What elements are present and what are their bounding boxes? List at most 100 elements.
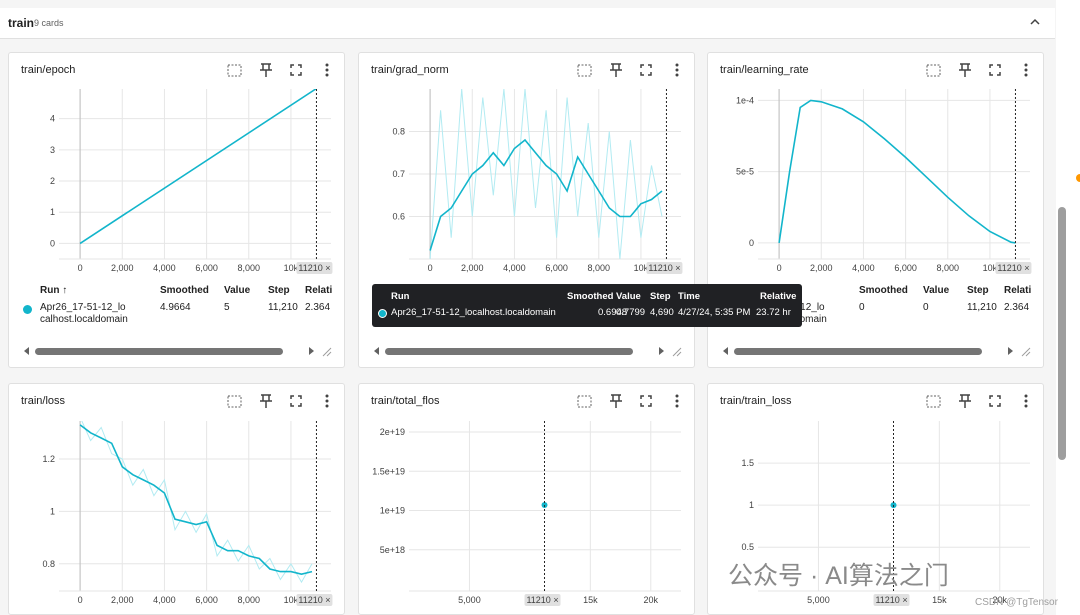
fullscreen-icon[interactable] [989, 395, 1001, 407]
fullscreen-icon[interactable] [290, 395, 302, 407]
tooltip-cell: 4/27/24, 5:35 PM [678, 307, 751, 318]
card-title: train/train_loss [720, 395, 792, 407]
scroll-right[interactable] [309, 347, 314, 355]
menu-dot[interactable] [675, 394, 679, 398]
card-count: 9 cards [34, 18, 64, 28]
card-toolbar[interactable] [227, 63, 329, 78]
pin-icon[interactable] [260, 63, 272, 77]
tooltip-cell: 0.7799 [616, 307, 646, 318]
menu-dot[interactable] [675, 73, 679, 77]
step-label: 11210 × [526, 595, 558, 605]
fit-domain-icon[interactable] [577, 395, 592, 408]
tooltip-header: Smoothed [567, 291, 614, 302]
chart-card: 5,000 15k 20k 0.5 1 1.5 11210 × train/train_los… [707, 383, 1044, 615]
pin-icon[interactable] [959, 394, 971, 408]
h-scroll-thumb[interactable] [385, 348, 633, 355]
scroll-left[interactable] [24, 347, 29, 355]
scroll-right[interactable] [1008, 347, 1013, 355]
tooltip-header: Relative [760, 291, 797, 302]
menu-dot[interactable] [1024, 68, 1028, 72]
card-canvas: 5,000 15k 20k 0.5 1 1.5 11210 × [741, 394, 1030, 606]
pin-icon[interactable] [260, 394, 272, 408]
y-tick-label: 1e-4 [736, 95, 754, 105]
resize-handle[interactable] [322, 347, 332, 357]
collapse-icon[interactable] [1029, 16, 1041, 28]
y-tick-label: 0 [749, 238, 754, 248]
step-label-bg [296, 594, 333, 606]
h-scroll-thumb[interactable] [35, 348, 283, 355]
fit-domain-icon[interactable] [926, 64, 941, 77]
card-canvas: 5,000 15k 20k 5e+18 1e+19 1.5e+19 2e+19 11210 × [372, 394, 681, 606]
chart-card: 5,000 15k 20k 5e+18 1e+19 1.5e+19 2e+19 11210 ×… [358, 383, 695, 615]
resize-handle[interactable] [1021, 347, 1031, 357]
table-cell: 11,210 [967, 302, 997, 313]
fullscreen-icon[interactable] [989, 64, 1001, 76]
y-tick-label: 5e+18 [380, 545, 405, 555]
step-label-bg [646, 262, 683, 274]
fit-domain-icon[interactable] [227, 64, 242, 77]
fit-domain-icon[interactable] [227, 395, 242, 408]
step-label: 11210 × [648, 263, 680, 273]
series-line [429, 89, 663, 259]
pin-icon[interactable] [610, 394, 622, 408]
card-toolbar[interactable] [577, 63, 679, 78]
menu-dot[interactable] [325, 399, 329, 403]
menu-dot[interactable] [675, 404, 679, 408]
menu-dot[interactable] [675, 399, 679, 403]
table-header: Relati [305, 285, 333, 296]
menu-dot[interactable] [1024, 404, 1028, 408]
fullscreen-icon[interactable] [640, 395, 652, 407]
menu-dot[interactable] [1024, 399, 1028, 403]
card-title: train/grad_norm [371, 64, 449, 76]
menu-dot[interactable] [675, 68, 679, 72]
step-label: 11210 × [298, 595, 330, 605]
fit-domain-icon[interactable] [926, 395, 941, 408]
x-tick-label: 20k [644, 595, 659, 605]
y-tick-label: 1e+19 [380, 506, 405, 516]
scroll-left[interactable] [723, 347, 728, 355]
fullscreen-icon[interactable] [640, 64, 652, 76]
menu-dot[interactable] [325, 63, 329, 67]
card-title: train/epoch [21, 64, 76, 76]
x-tick-label: 5,000 [458, 595, 481, 605]
scroll-right[interactable] [659, 347, 664, 355]
table-cell: 5 [224, 302, 230, 313]
x-tick-label: 10k [634, 263, 649, 273]
menu-dot[interactable] [1024, 63, 1028, 67]
menu-dot[interactable] [325, 404, 329, 408]
x-tick-label: 4,000 [153, 263, 176, 273]
card-canvas: 0 2,000 4,000 6,000 8,000 10k 0 5e-5 1e-4 11210 × [723, 63, 1032, 357]
card-toolbar[interactable] [227, 394, 329, 409]
pin-icon[interactable] [959, 63, 971, 77]
watermark-source: CSDN @TgTensor [975, 597, 1058, 608]
fullscreen-icon[interactable] [290, 64, 302, 76]
menu-dot[interactable] [1024, 73, 1028, 77]
card-title: train/loss [21, 395, 66, 407]
menu-dot[interactable] [325, 394, 329, 398]
menu-dot[interactable] [325, 68, 329, 72]
step-label: 11210 × [997, 263, 1029, 273]
scrollbar-thumb[interactable] [1058, 207, 1066, 460]
pin-icon[interactable] [610, 63, 622, 77]
tooltip-header: Time [678, 291, 701, 302]
y-tick-label: 0.6 [392, 212, 405, 222]
card-toolbar[interactable] [577, 394, 679, 409]
y-tick-label: 2 [50, 176, 55, 186]
card-toolbar[interactable] [926, 63, 1028, 78]
table-cell: 0 [923, 302, 929, 313]
y-tick-label: 1.5 [741, 458, 754, 468]
scroll-left[interactable] [374, 347, 379, 355]
x-tick-label: 0 [428, 263, 433, 273]
card-toolbar[interactable] [926, 394, 1028, 409]
table-header: Value [923, 285, 950, 296]
menu-dot[interactable] [1024, 394, 1028, 398]
x-tick-label: 15k [583, 595, 598, 605]
h-scroll-thumb[interactable] [734, 348, 982, 355]
fit-domain-icon[interactable] [577, 64, 592, 77]
status-dot [1076, 174, 1080, 182]
menu-dot[interactable] [325, 73, 329, 77]
section-header[interactable]: train 9 cards [0, 8, 1055, 39]
resize-handle[interactable] [672, 347, 682, 357]
menu-dot[interactable] [675, 63, 679, 67]
